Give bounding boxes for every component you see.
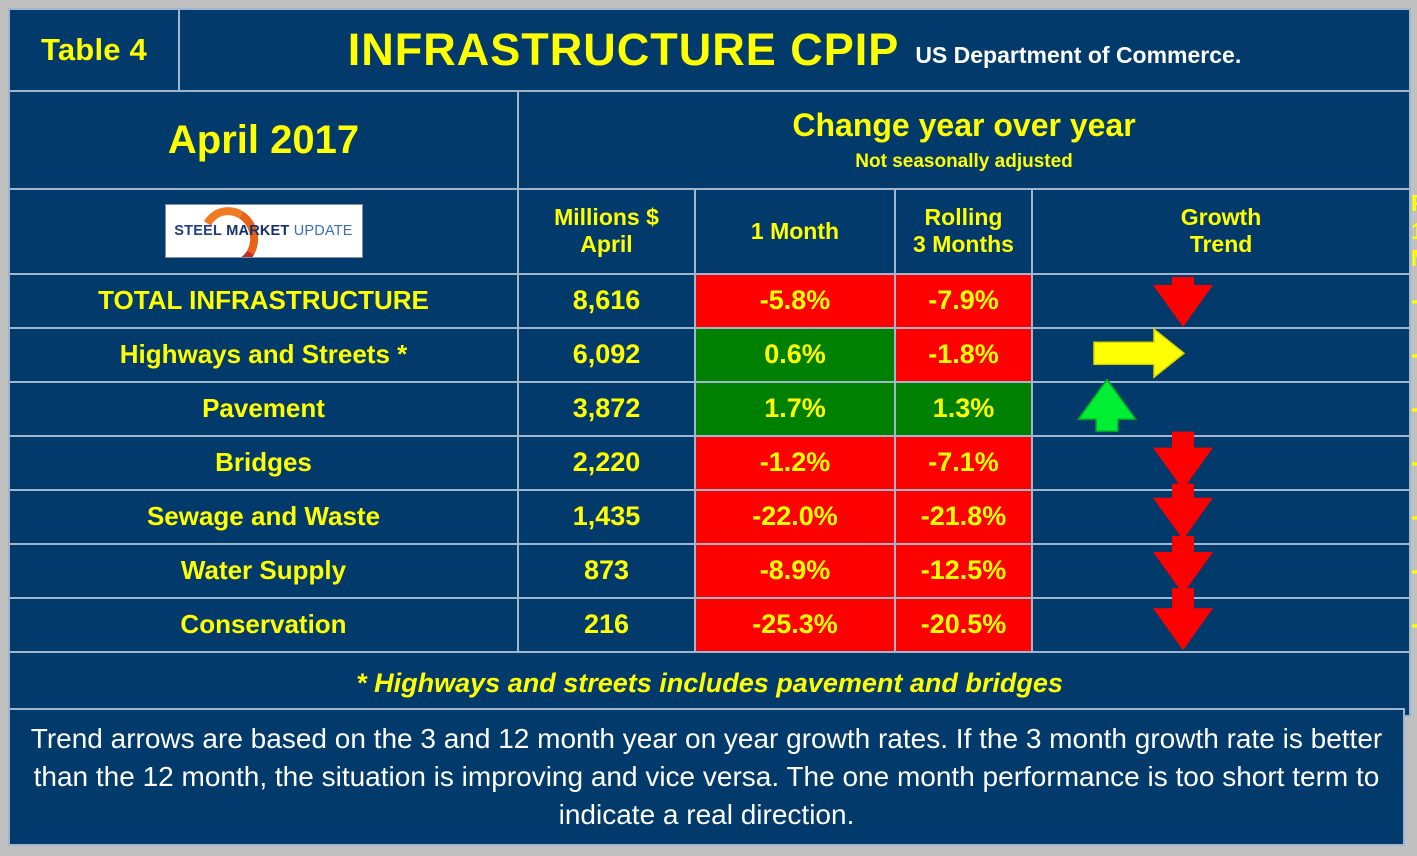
column-header-rolling-3: Rolling 3 Months [894,188,1033,275]
column-header-rolling3-line1: Rolling [924,203,1003,230]
cell-rolling-3-months: 1.3% [894,380,1033,437]
cell-growth-trend [1030,272,1412,329]
column-header-millions-line1: Millions $ [554,203,659,230]
column-header-growth-line2: Trend [1189,231,1253,258]
cell-millions: 216 [517,596,696,653]
logo-word-update: UPDATE [293,223,353,240]
cell-growth-trend [1030,542,1412,599]
cell-millions: 6,092 [517,326,696,383]
cell-millions: 873 [517,542,696,599]
cell-one-month: -5.8% [694,272,896,329]
cell-growth-trend [1030,596,1412,653]
period-label: April 2017 [8,90,519,190]
row-label: Highways and Streets * [8,326,519,383]
column-header-growth-line1: Growth [1180,203,1262,230]
row-label: Conservation [8,596,519,653]
cell-millions: 8,616 [517,272,696,329]
table-row: Highways and Streets *6,0920.6%-1.8%-1.8… [8,326,1417,383]
cell-growth-trend [1030,326,1412,383]
cell-rolling-3-months: -12.5% [894,542,1033,599]
column-header-one-month: 1 Month [694,188,896,275]
footnote-row: * Highways and streets includes pavement… [7,650,1412,717]
cell-millions: 1,435 [517,488,696,545]
row-label: Pavement [8,380,519,437]
cell-millions: 2,220 [517,434,696,491]
change-header-cell: Change year over year Not seasonally adj… [516,90,1412,190]
row-label: TOTAL INFRASTRUCTURE [8,272,519,329]
row-label: Sewage and Waste [8,488,519,545]
cell-rolling-3-months: -21.8% [894,488,1033,545]
column-header-rolling3-line2: 3 Months [913,231,1014,258]
cell-one-month: -25.3% [694,596,896,653]
infrastructure-cpip-table: Table 4 INFRASTRUCTURE CPIP US Departmen… [7,8,1417,717]
column-header-row: STEEL MARKET UPDATE Millions $ April 1 M… [8,188,1417,275]
column-header-growth-trend: Growth Trend [1030,188,1412,275]
period-row: April 2017 Change year over year Not sea… [8,90,1412,190]
table-sheet: Table 4 INFRASTRUCTURE CPIP US Departmen… [7,8,1417,848]
logo-word-market: MARKET [226,223,290,240]
title-cell: INFRASTRUCTURE CPIP US Department of Com… [177,8,1412,92]
cell-growth-trend [1030,380,1412,437]
change-heading: Change year over year [792,106,1136,143]
table-number-label: Table 4 [8,8,180,92]
table-body: TOTAL INFRASTRUCTURE8,616-5.8%-7.9%-5.4%… [8,272,1417,653]
cell-growth-trend [1030,488,1412,545]
cell-rolling-3-months: -7.9% [894,272,1033,329]
change-subheading: Not seasonally adjusted [855,151,1073,173]
row-label: Bridges [8,434,519,491]
cell-rolling-3-months: -1.8% [894,326,1033,383]
cell-one-month: 1.7% [694,380,896,437]
trend-explanation-note: Trend arrows are based on the 3 and 12 m… [8,708,1405,846]
cell-one-month: 0.6% [694,326,896,383]
title-row: Table 4 INFRASTRUCTURE CPIP US Departmen… [8,8,1412,92]
column-header-millions: Millions $ April [517,188,696,275]
cell-growth-trend [1030,434,1412,491]
cell-one-month: -22.0% [694,488,896,545]
cell-one-month: -8.9% [694,542,896,599]
page-title: INFRASTRUCTURE CPIP [347,24,900,75]
footnote-text: * Highways and streets includes pavement… [7,650,1412,717]
cell-millions: 3,872 [517,380,696,437]
column-header-one-month-label: 1 Month [750,217,840,244]
cell-one-month: -1.2% [694,434,896,491]
data-source-label: US Department of Commerce. [915,41,1242,68]
row-label: Water Supply [8,542,519,599]
brand-logo-cell: STEEL MARKET UPDATE [8,188,519,275]
column-header-millions-line2: April [580,231,633,258]
steel-market-update-logo: STEEL MARKET UPDATE [164,204,363,259]
cell-rolling-3-months: -20.5% [894,596,1033,653]
cell-rolling-3-months: -7.1% [894,434,1033,491]
logo-word-steel: STEEL [174,223,223,240]
